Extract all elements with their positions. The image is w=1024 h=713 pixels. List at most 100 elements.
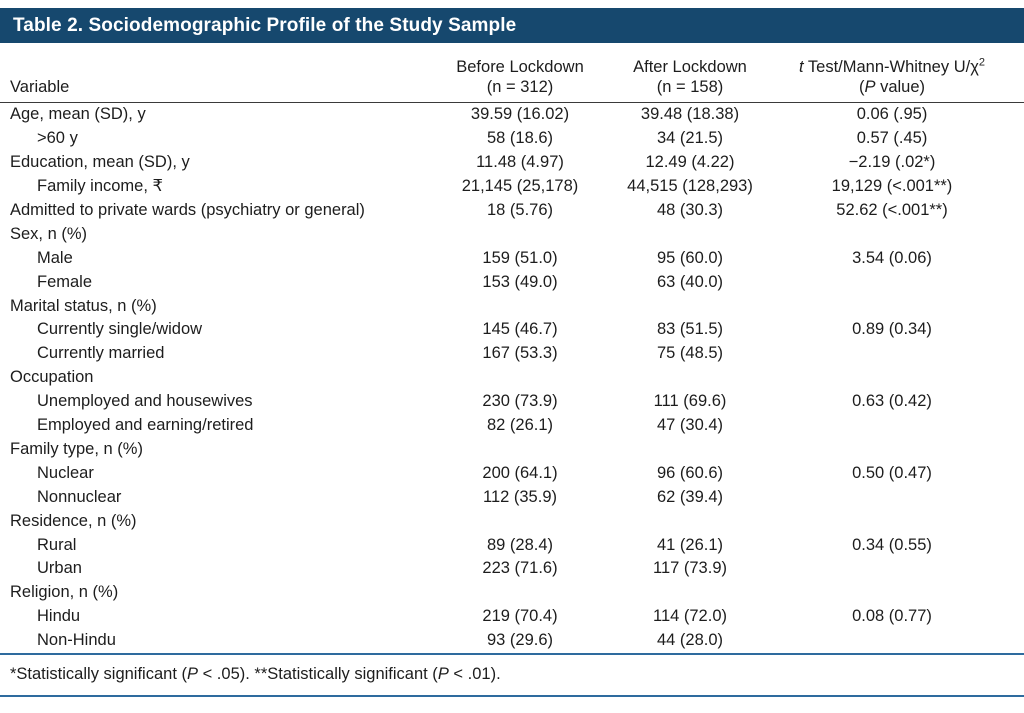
stat-value: 19,129 (<.001**) [831, 176, 953, 195]
row-label: Marital status, n (%) [10, 296, 157, 315]
row-label: Female [37, 272, 93, 291]
row-label: Unemployed and housewives [37, 392, 253, 411]
after-value: 44 (28.0) [656, 631, 724, 650]
stat-value [760, 629, 1024, 653]
row-label: Religion, n (%) [10, 583, 119, 602]
stat-value [760, 223, 1024, 247]
after-value: 47 (30.4) [656, 416, 724, 435]
after-value: 95 (60.0) [656, 248, 724, 267]
footnote-part3: < .01). [448, 665, 501, 684]
after-value: 44,515 (128,293) [627, 176, 753, 195]
before-value: 11.48 (4.97) [476, 153, 564, 172]
stat-header-text: Test/Mann-Whitney U/χ [803, 58, 979, 76]
section-row: Family type, n (%) [0, 438, 1024, 462]
row-label: Urban [37, 559, 82, 578]
row-label: Currently single/widow [37, 320, 203, 339]
row-label: Nuclear [37, 463, 94, 482]
after-value [620, 438, 760, 462]
after-value [620, 581, 760, 605]
row-label: Age, mean (SD), y [10, 105, 146, 124]
row-label: Admitted to private wards (psychiatry or… [10, 200, 365, 219]
after-lockdown-label: After Lockdown [633, 58, 747, 76]
after-value: 117 (73.9) [653, 559, 727, 578]
table-row: >60 y 58 (18.6) 34 (21.5) 0.57 (.45) [0, 127, 1024, 151]
stat-value: 0.34 (0.55) [852, 535, 932, 554]
col-header-before-lockdown: Before Lockdown (n = 312) [420, 43, 620, 104]
row-label: Male [37, 248, 73, 267]
row-label: Residence, n (%) [10, 511, 137, 530]
before-value [420, 581, 620, 605]
table-row: Unemployed and housewives 230 (73.9) 111 (… [0, 390, 1024, 414]
row-label: Education, mean (SD), y [10, 153, 190, 172]
before-value [420, 223, 620, 247]
after-value: 39.48 (18.38) [640, 105, 740, 124]
p-value-rest: value) [875, 78, 926, 97]
after-value: 48 (30.3) [656, 200, 724, 219]
before-value: 39.59 (16.02) [470, 105, 570, 124]
table-row: Nonnuclear 112 (35.9) 62 (39.4) [0, 486, 1024, 510]
stat-value: 0.57 (.45) [856, 129, 928, 148]
table-row: Family income, ₹ 21,145 (25,178) 44,515 (1… [0, 175, 1024, 199]
section-row: Occupation [0, 366, 1024, 390]
row-label: Occupation [10, 368, 94, 387]
before-value: 219 (70.4) [482, 607, 558, 626]
stat-value: 0.89 (0.34) [852, 320, 932, 339]
after-value: 111 (69.6) [653, 392, 727, 411]
section-row: Residence, n (%) [0, 510, 1024, 534]
table-row: Age, mean (SD), y 39.59 (16.02) 39.48 (18.… [0, 103, 1024, 127]
before-value: 93 (29.6) [486, 631, 554, 650]
stat-value: 0.63 (0.42) [852, 392, 932, 411]
stat-value: 52.62 (<.001**) [836, 200, 948, 219]
table-row: Non-Hindu 93 (29.6) 44 (28.0) [0, 629, 1024, 653]
col-header-after-lockdown: After Lockdown (n = 158) [620, 43, 760, 104]
before-value: 89 (28.4) [486, 535, 554, 554]
before-value: 159 (51.0) [482, 248, 558, 267]
after-value: 12.49 (4.22) [645, 153, 735, 172]
after-value: 114 (72.0) [653, 607, 727, 626]
before-value [420, 295, 620, 319]
section-row: Sex, n (%) [0, 223, 1024, 247]
before-value: 153 (49.0) [482, 272, 558, 291]
before-value: 230 (73.9) [482, 392, 558, 411]
stat-value [760, 486, 1024, 510]
table-body: Age, mean (SD), y 39.59 (16.02) 39.48 (18.… [0, 103, 1024, 653]
footnote-part1: *Statistically significant ( [10, 665, 187, 684]
stat-value: 0.50 (0.47) [852, 463, 932, 482]
table-row: Hindu 219 (70.4) 114 (72.0) 0.08 (0.77) [0, 605, 1024, 629]
row-label: Employed and earning/retired [37, 416, 254, 435]
footnote-italic-p2: P [437, 665, 449, 684]
after-value [620, 295, 760, 319]
row-label: Non-Hindu [37, 631, 116, 650]
table-row: Urban 223 (71.6) 117 (73.9) [0, 557, 1024, 581]
table-row: Rural 89 (28.4) 41 (26.1) 0.34 (0.55) [0, 534, 1024, 558]
before-lockdown-n: (n = 312) [486, 78, 554, 97]
before-value: 223 (71.6) [482, 559, 558, 578]
table-row: Admitted to private wards (psychiatry or… [0, 199, 1024, 223]
stat-value [760, 510, 1024, 534]
before-value: 82 (26.1) [486, 416, 554, 435]
footnote-italic-p1: P [186, 665, 198, 684]
stat-value [760, 342, 1024, 366]
stat-value: 3.54 (0.06) [852, 248, 932, 267]
before-value: 18 (5.76) [486, 200, 554, 219]
footnote-part2: < .05). **Statistically significant ( [198, 665, 438, 684]
after-value: 83 (51.5) [656, 320, 724, 339]
table-row: Female 153 (49.0) 63 (40.0) [0, 271, 1024, 295]
before-value: 112 (35.9) [483, 487, 557, 506]
stat-value [760, 366, 1024, 390]
stat-value [760, 295, 1024, 319]
header-row: Variable Before Lockdown (n = 312) After… [0, 43, 1024, 104]
after-value: 62 (39.4) [656, 487, 724, 506]
chi-square-superscript: 2 [978, 56, 985, 69]
after-value [620, 223, 760, 247]
table-row: Employed and earning/retired 82 (26.1) 47 … [0, 414, 1024, 438]
footnote: *Statistically significant (P < .05). **… [0, 653, 1024, 698]
after-value: 63 (40.0) [656, 272, 724, 291]
row-label: Nonnuclear [37, 487, 122, 506]
after-value: 96 (60.6) [656, 463, 724, 482]
before-value: 21,145 (25,178) [461, 176, 579, 195]
table-row: Male 159 (51.0) 95 (60.0) 3.54 (0.06) [0, 247, 1024, 271]
before-value: 58 (18.6) [486, 129, 554, 148]
stat-value [760, 557, 1024, 581]
after-value [620, 510, 760, 534]
